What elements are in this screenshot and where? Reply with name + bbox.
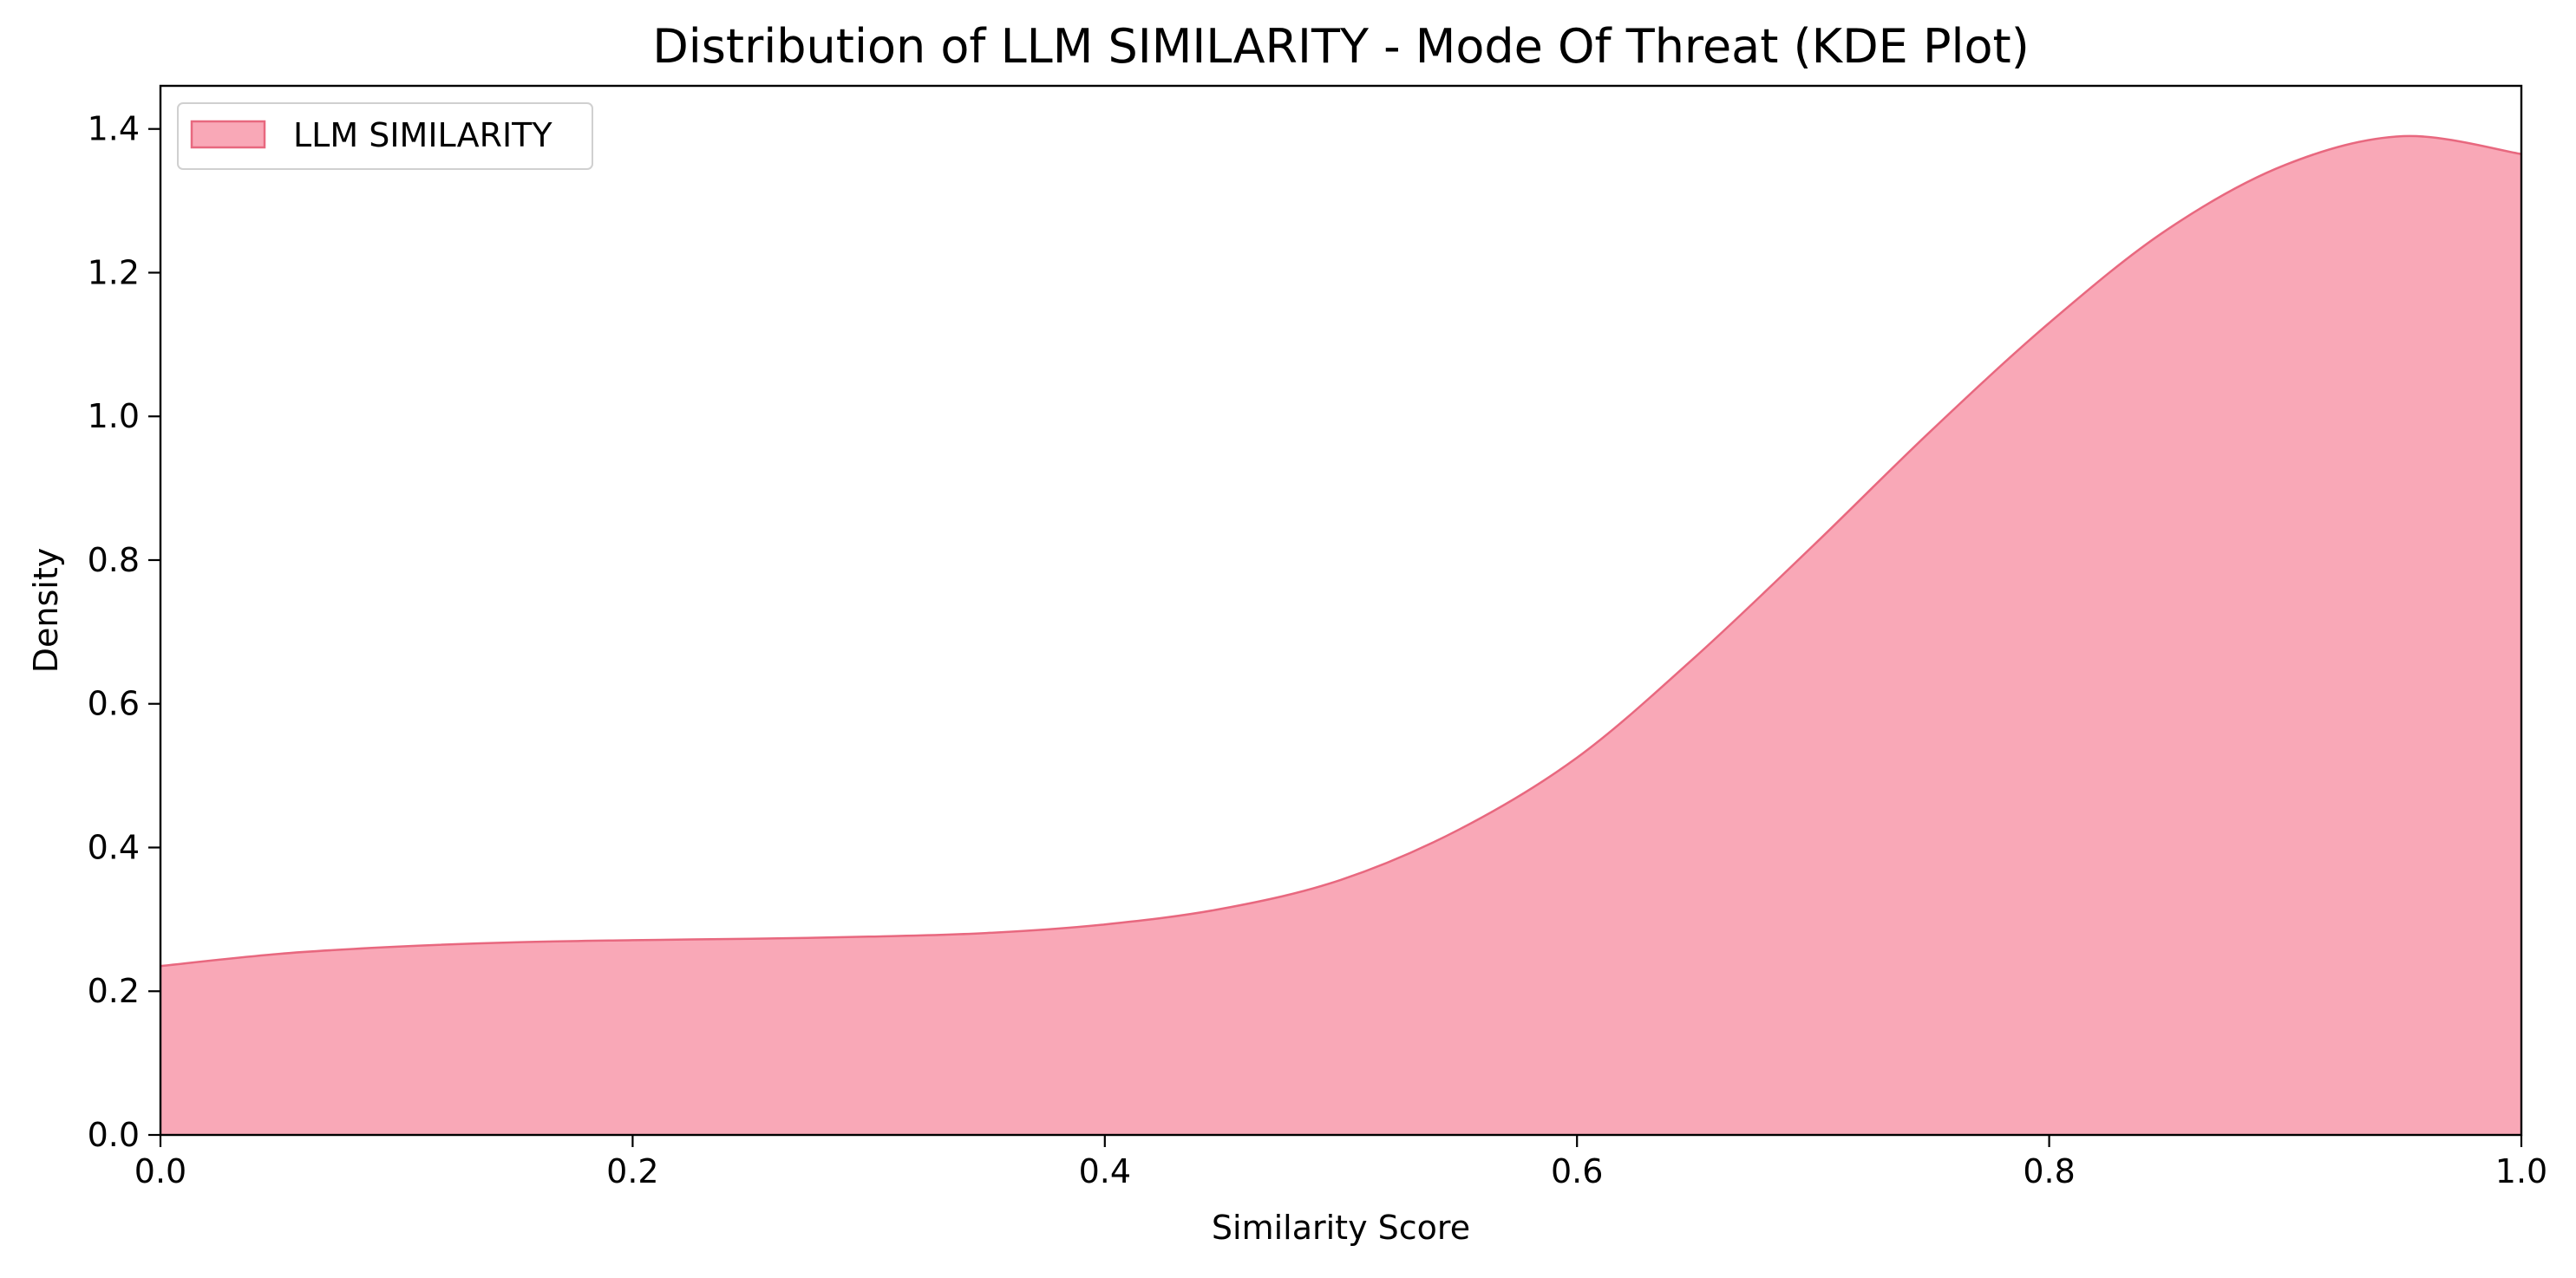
y-tick-label: 0.4: [88, 828, 140, 866]
y-tick-label: 0.2: [88, 972, 140, 1010]
y-axis-label: Density: [27, 548, 65, 673]
legend-label-llm-similarity: LLM SIMILARITY: [293, 116, 552, 154]
y-tick-label: 1.4: [88, 110, 140, 148]
y-tick-label: 0.6: [88, 685, 140, 723]
y-tick-label: 0.0: [88, 1116, 140, 1154]
x-tick-label: 1.0: [2495, 1152, 2547, 1190]
x-tick-label: 0.4: [1079, 1152, 1131, 1190]
x-tick-label: 0.0: [134, 1152, 186, 1190]
axes-layer: 0.0 0.2 0.4 0.6 0.8 1.0 0.0 0.2 0.4 0.6 0.8 1.0 1.2 1…: [88, 84, 2547, 1190]
x-tick-label: 0.8: [2023, 1152, 2075, 1190]
y-tick-label: 1.0: [88, 397, 140, 435]
x-tick-label: 0.2: [606, 1152, 658, 1190]
legend-box: [177, 102, 593, 170]
axes-frame: [159, 84, 2523, 1137]
legend-swatch-llm-similarity: [190, 120, 266, 149]
y-tick-label: 1.2: [88, 253, 140, 291]
y-tick-label: 0.8: [88, 541, 140, 579]
legend: LLM SIMILARITY: [177, 102, 593, 170]
chart-title: Distribution of LLM SIMILARITY - Mode Of…: [652, 19, 2030, 74]
plot-layer: [160, 134, 2521, 1135]
kde-line-llm-similarity: [160, 134, 2521, 968]
x-tick-label: 0.6: [1551, 1152, 1603, 1190]
kde-area-llm-similarity: [160, 135, 2521, 1135]
x-axis-label: Similarity Score: [1212, 1209, 1470, 1247]
